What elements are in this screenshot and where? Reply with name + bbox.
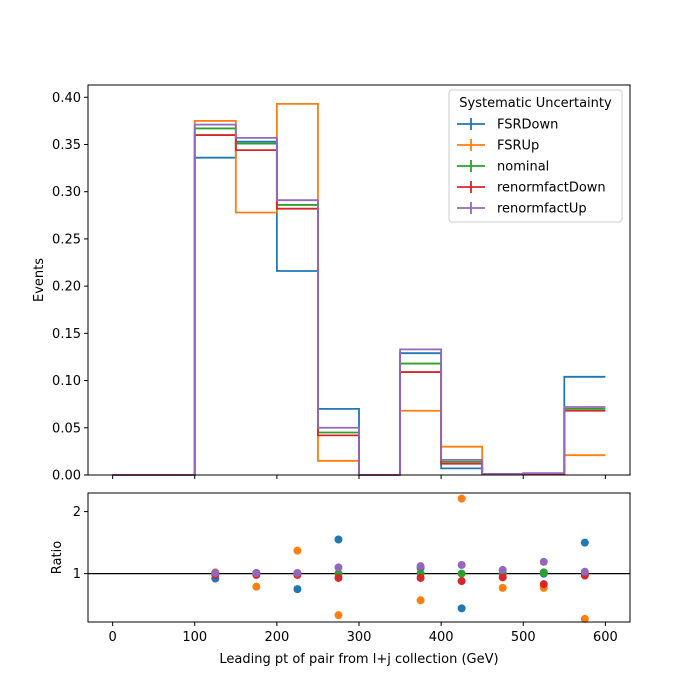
legend-item-renormfactUp: renormfactUp (457, 202, 587, 217)
legend-box (448, 89, 623, 223)
ratio-point-FSRDown (580, 538, 589, 547)
main-axes-frame (87, 84, 631, 476)
ratio-point-renormfactDown (416, 573, 425, 582)
ratio-panel: 12 0 100 200 300 400 500 600 Ratio Leading pt … (50, 492, 631, 667)
ratio-axes-frame (87, 492, 631, 623)
ratio-point-FSRDown (334, 535, 343, 544)
legend-items: FSRDown FSRUp nominal renormfactDown renormf… (457, 118, 606, 217)
main-panel: 0.00 0.05 0.10 0.15 0.20 0.25 0.30 0.35 0.40 Eve… (32, 84, 631, 484)
legend-label: FSRDown (497, 118, 558, 133)
main-y-axis-label: Events (32, 258, 47, 302)
ratio-y-tick-label: 2 (73, 505, 81, 520)
ratio-x-axis: 0 100 200 300 400 500 600 (108, 622, 618, 645)
legend-label: FSRUp (497, 139, 539, 154)
ratio-y-axis-label: Ratio (50, 541, 65, 574)
ratio-point-renormfactDown (539, 580, 548, 589)
legend-title: Systematic Uncertainty (459, 96, 612, 111)
ratio-point-renormfactUp (211, 569, 220, 578)
main-y-tick-label: 0.00 (52, 469, 81, 484)
ratio-point-FSRUp (252, 582, 261, 591)
ratio-point-renormfactUp (293, 569, 302, 578)
main-y-tick-label: 0.25 (52, 232, 81, 247)
ratio-point-FSRDown (457, 604, 466, 613)
legend-item-renormfactDown: renormfactDown (457, 181, 606, 196)
ratio-point-FSRUp (498, 583, 507, 592)
ratio-point-renormfactUp (539, 557, 548, 566)
x-tick-label: 300 (347, 630, 372, 645)
main-y-tick-label: 0.10 (52, 374, 81, 389)
ratio-point-FSRUp (334, 611, 343, 620)
main-y-tick-label: 0.05 (52, 421, 81, 436)
ratio-point-renormfactUp (416, 562, 425, 571)
x-axis-label: Leading pt of pair from l+j collection (… (219, 652, 498, 667)
legend-item-FSRDown: FSRDown (457, 118, 558, 133)
ratio-point-FSRDown (293, 585, 302, 594)
x-tick-label: 200 (264, 630, 289, 645)
legend: Systematic Uncertainty FSRDown FSRUp nomin… (448, 89, 623, 223)
ratio-point-nominal (457, 569, 466, 578)
ratio-point-FSRUp (580, 614, 589, 623)
main-y-tick-label: 0.20 (52, 280, 81, 295)
ratio-point-FSRUp (457, 494, 466, 503)
legend-label: renormfactDown (497, 181, 606, 196)
ratio-point-renormfactDown (457, 577, 466, 586)
ratio-point-renormfactUp (498, 565, 507, 574)
main-y-tick-label: 0.15 (52, 327, 81, 342)
main-y-tick-label: 0.40 (52, 91, 81, 106)
ratio-point-renormfactUp (580, 567, 589, 576)
ratio-point-renormfactUp (334, 563, 343, 572)
ratio-point-nominal (539, 568, 548, 577)
legend-item-nominal: nominal (457, 160, 549, 175)
ratio-y-tick-label: 1 (73, 567, 81, 582)
x-tick-label: 0 (108, 630, 116, 645)
ratio-y-axis: 12 (73, 505, 88, 582)
legend-label: nominal (497, 160, 549, 175)
x-tick-label: 500 (511, 630, 536, 645)
main-y-tick-label: 0.30 (52, 185, 81, 200)
ratio-point-renormfactUp (252, 569, 261, 578)
legend-item-FSRUp: FSRUp (457, 139, 539, 154)
legend-label: renormfactUp (497, 202, 587, 217)
ratio-point-renormfactDown (498, 573, 507, 582)
main-x-ticks (112, 475, 606, 479)
ratio-point-FSRUp (416, 596, 425, 605)
x-tick-label: 600 (593, 630, 618, 645)
ratio-points (211, 494, 589, 623)
main-y-tick-label: 0.35 (52, 138, 81, 153)
main-y-axis: 0.00 0.05 0.10 0.15 0.20 0.25 0.30 0.35 0.40 (52, 91, 88, 484)
ratio-point-renormfactUp (457, 560, 466, 569)
x-tick-label: 100 (182, 630, 207, 645)
x-tick-label: 400 (429, 630, 454, 645)
ratio-point-FSRUp (293, 546, 302, 555)
ratio-point-renormfactDown (334, 573, 343, 582)
